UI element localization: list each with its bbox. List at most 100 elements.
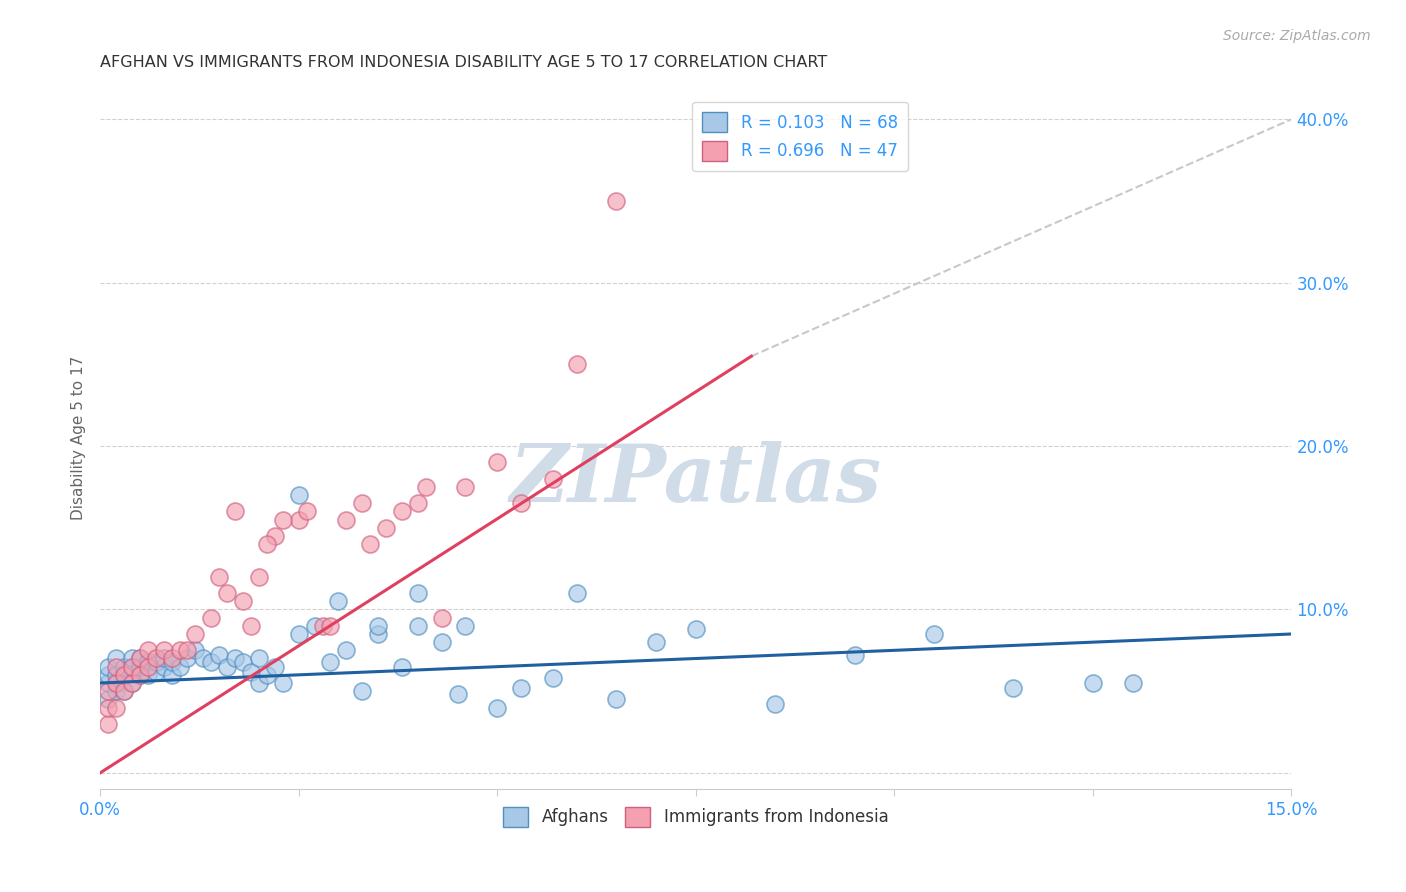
Point — [232, 655, 254, 669]
Point — [367, 619, 389, 633]
Point — [510, 496, 533, 510]
Point — [97, 717, 120, 731]
Point — [763, 698, 786, 712]
Point — [152, 643, 174, 657]
Point — [184, 643, 207, 657]
Point — [247, 651, 270, 665]
Point — [454, 619, 477, 633]
Point — [152, 651, 174, 665]
Point — [446, 688, 468, 702]
Point — [105, 700, 128, 714]
Legend: Afghans, Immigrants from Indonesia: Afghans, Immigrants from Indonesia — [496, 800, 896, 834]
Point — [97, 700, 120, 714]
Point — [430, 610, 453, 624]
Point — [105, 676, 128, 690]
Point — [112, 659, 135, 673]
Point — [541, 671, 564, 685]
Point — [287, 513, 309, 527]
Point — [287, 627, 309, 641]
Point — [112, 668, 135, 682]
Point — [406, 586, 429, 600]
Point — [112, 684, 135, 698]
Point — [311, 619, 333, 633]
Text: ZIPatlas: ZIPatlas — [510, 442, 882, 519]
Point — [152, 659, 174, 673]
Point — [605, 692, 627, 706]
Point — [193, 651, 215, 665]
Point — [1002, 681, 1025, 695]
Point — [263, 659, 285, 673]
Point — [208, 570, 231, 584]
Point — [105, 684, 128, 698]
Point — [145, 665, 167, 679]
Point — [208, 648, 231, 663]
Point — [565, 586, 588, 600]
Point — [256, 537, 278, 551]
Point — [121, 676, 143, 690]
Point — [1081, 676, 1104, 690]
Point — [406, 496, 429, 510]
Point — [922, 627, 945, 641]
Point — [406, 619, 429, 633]
Point — [217, 659, 239, 673]
Point — [224, 651, 246, 665]
Point — [169, 659, 191, 673]
Point — [271, 513, 294, 527]
Text: Source: ZipAtlas.com: Source: ZipAtlas.com — [1223, 29, 1371, 43]
Point — [136, 659, 159, 673]
Point — [415, 480, 437, 494]
Point — [224, 504, 246, 518]
Point — [359, 537, 381, 551]
Point — [97, 676, 120, 690]
Point — [128, 668, 150, 682]
Point — [121, 659, 143, 673]
Point — [136, 643, 159, 657]
Point — [1122, 676, 1144, 690]
Point — [685, 622, 707, 636]
Point — [295, 504, 318, 518]
Point — [97, 684, 120, 698]
Point — [454, 480, 477, 494]
Point — [430, 635, 453, 649]
Point — [335, 643, 357, 657]
Y-axis label: Disability Age 5 to 17: Disability Age 5 to 17 — [72, 356, 86, 520]
Point — [128, 659, 150, 673]
Point — [105, 676, 128, 690]
Point — [510, 681, 533, 695]
Point — [844, 648, 866, 663]
Point — [136, 655, 159, 669]
Point — [136, 668, 159, 682]
Point — [145, 651, 167, 665]
Point — [367, 627, 389, 641]
Point — [128, 651, 150, 665]
Point — [121, 659, 143, 673]
Point — [263, 529, 285, 543]
Point — [271, 676, 294, 690]
Point — [565, 357, 588, 371]
Point — [247, 676, 270, 690]
Point — [200, 655, 222, 669]
Point — [232, 594, 254, 608]
Point — [287, 488, 309, 502]
Point — [304, 619, 326, 633]
Point — [105, 668, 128, 682]
Point — [319, 619, 342, 633]
Point — [375, 521, 398, 535]
Point — [176, 643, 198, 657]
Point — [97, 659, 120, 673]
Point — [256, 668, 278, 682]
Point — [391, 504, 413, 518]
Point — [128, 668, 150, 682]
Point — [184, 627, 207, 641]
Point — [352, 684, 374, 698]
Point — [319, 655, 342, 669]
Point — [97, 692, 120, 706]
Point — [121, 676, 143, 690]
Point — [160, 655, 183, 669]
Point — [391, 659, 413, 673]
Point — [217, 586, 239, 600]
Point — [160, 651, 183, 665]
Point — [240, 665, 263, 679]
Point — [605, 194, 627, 208]
Point — [486, 455, 509, 469]
